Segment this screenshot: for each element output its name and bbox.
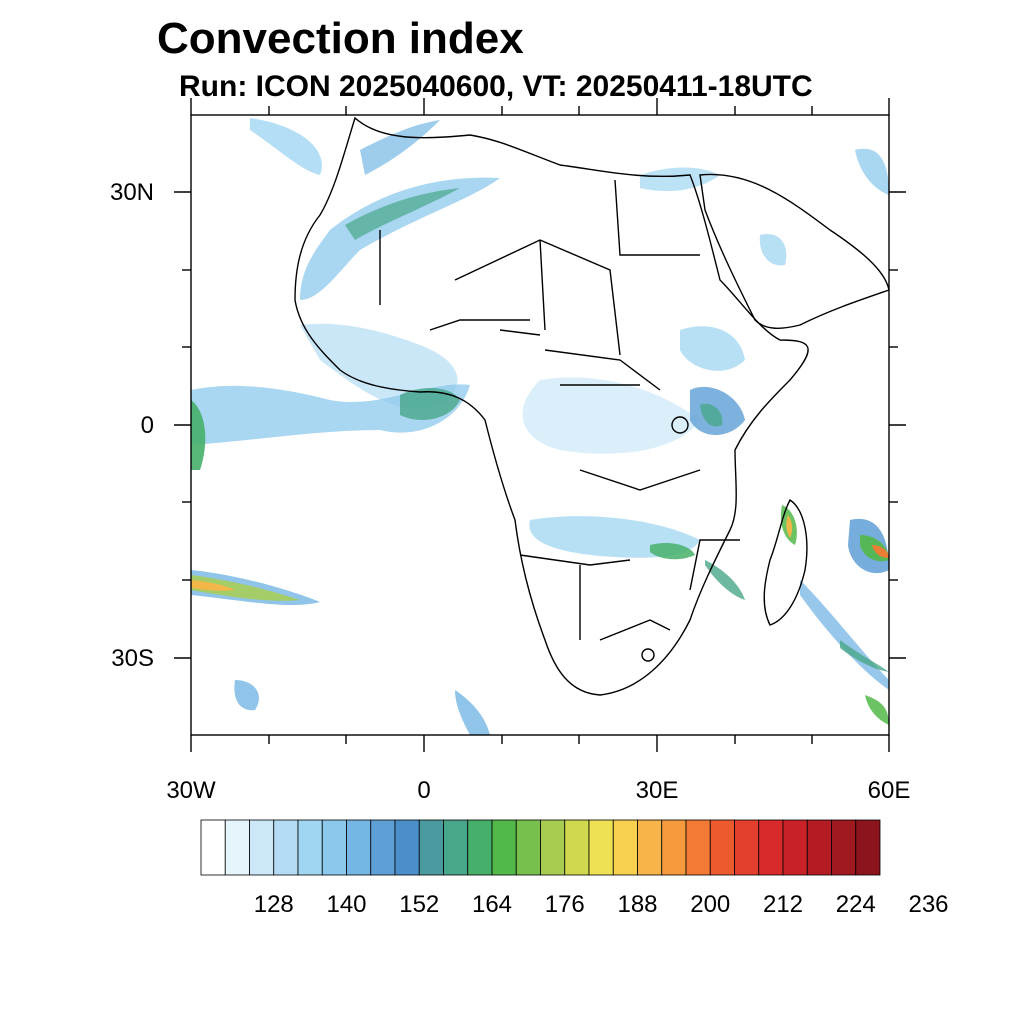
colorbar-box <box>346 819 372 876</box>
coastlines <box>294 116 889 696</box>
lat-label-0: 0 <box>141 412 154 439</box>
colorbar-box <box>443 819 469 876</box>
colorbar-label: 236 <box>908 891 948 918</box>
colorbar-box <box>831 819 857 876</box>
colorbar-box <box>273 819 299 876</box>
colorbar-box <box>224 819 250 876</box>
colorbar-box <box>200 819 226 876</box>
colorbar-box <box>709 819 735 876</box>
colorbar <box>200 819 881 876</box>
colorbar-box <box>588 819 614 876</box>
colorbar-box <box>249 819 275 876</box>
map-title: Convection index <box>157 14 524 63</box>
colorbar-label: 164 <box>472 891 512 918</box>
colorbar-label: 140 <box>326 891 366 918</box>
lon-label-30e: 30E <box>636 777 679 804</box>
colorbar-label: 188 <box>617 891 657 918</box>
colorbar-box <box>491 819 517 876</box>
colorbar-label: 212 <box>763 891 803 918</box>
map-subtitle: Run: ICON 2025040600, VT: 20250411-18UTC <box>179 70 813 103</box>
colorbar-box <box>685 819 711 876</box>
colorbar-box <box>734 819 760 876</box>
axis-ticks <box>174 98 906 752</box>
colorbar-box <box>297 819 323 876</box>
colorbar-box <box>321 819 347 876</box>
colorbar-label: 200 <box>690 891 730 918</box>
colorbar-box <box>370 819 396 876</box>
colorbar-label: 152 <box>399 891 439 918</box>
colorbar-box <box>515 819 541 876</box>
colorbar-box <box>467 819 493 876</box>
colorbar-box <box>758 819 784 876</box>
colorbar-label: 128 <box>254 891 294 918</box>
colorbar-box <box>782 819 808 876</box>
colorbar-box <box>540 819 566 876</box>
lon-label-0: 0 <box>417 777 430 804</box>
lat-label-30s: 30S <box>111 645 154 672</box>
colorbar-box <box>612 819 638 876</box>
colorbar-labels: 128 140 152 164 176 188 200 212 224 236 <box>254 891 949 918</box>
colorbar-box <box>855 819 881 876</box>
colorbar-box <box>806 819 832 876</box>
colorbar-box <box>637 819 663 876</box>
colorbar-label: 176 <box>545 891 585 918</box>
colorbar-box <box>418 819 444 876</box>
colorbar-box <box>661 819 687 876</box>
colorbar-box <box>394 819 420 876</box>
colorbar-box <box>564 819 590 876</box>
colorbar-label: 224 <box>836 891 876 918</box>
lon-label-60e: 60E <box>868 777 911 804</box>
lat-label-30n: 30N <box>110 179 154 206</box>
lon-label-30w: 30W <box>166 777 216 804</box>
convection-field <box>191 118 889 735</box>
